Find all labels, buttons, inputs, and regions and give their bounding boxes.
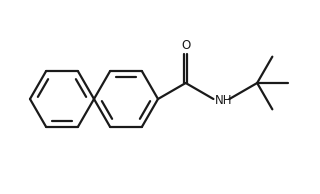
Text: O: O [181, 39, 190, 52]
Text: NH: NH [214, 94, 232, 107]
